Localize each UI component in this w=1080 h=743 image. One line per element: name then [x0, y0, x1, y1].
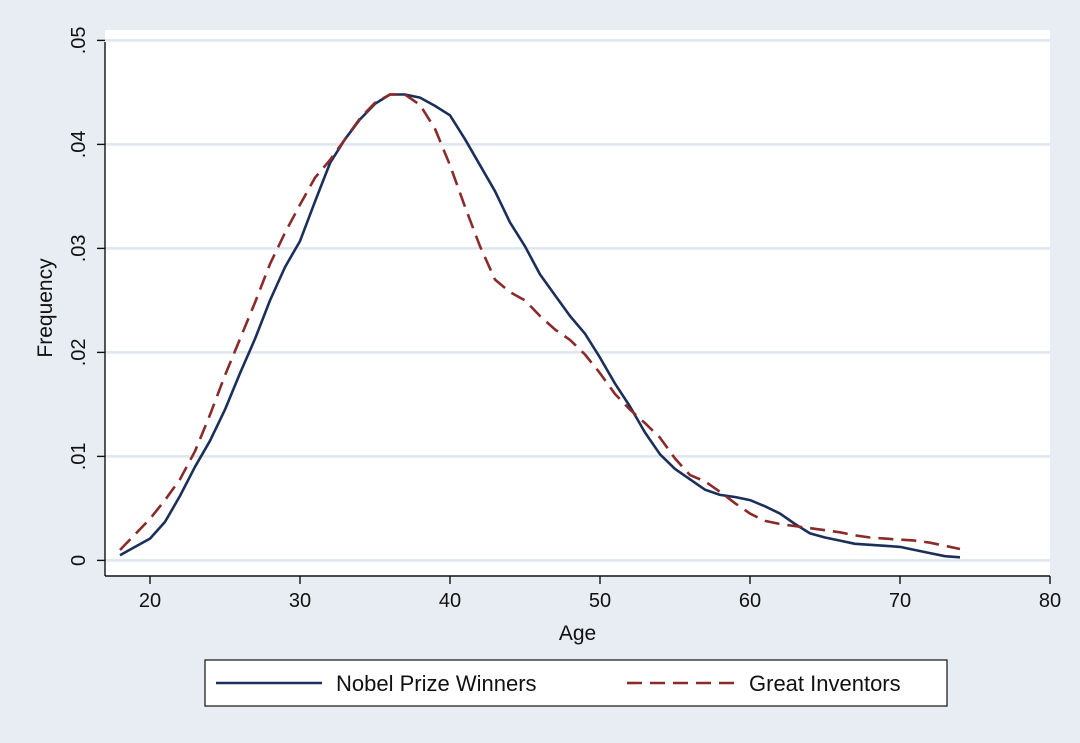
x-tick-label: 60 — [739, 590, 761, 612]
x-tick-label: 80 — [1039, 590, 1061, 612]
x-tick-label: 30 — [289, 590, 311, 612]
series-lines — [119, 93, 961, 559]
x-tick-label: 20 — [139, 590, 161, 612]
x-axis-title: Age — [559, 622, 596, 645]
y-tick-label: .02 — [68, 338, 90, 366]
series-line-1 — [119, 93, 961, 551]
legend-label-1: Great Inventors — [749, 671, 901, 696]
axes: 0 .01 .02 .03 .04 .05 20 30 40 50 60 70 80 — [68, 26, 1061, 612]
gridlines — [105, 39, 1050, 562]
y-tick-label: .05 — [68, 26, 90, 54]
legend-box — [204, 659, 948, 707]
y-tick-label: .01 — [68, 442, 90, 470]
y-axis-title: Frequency — [34, 258, 57, 358]
x-tick-label: 40 — [439, 590, 461, 612]
x-tick-label: 70 — [889, 590, 911, 612]
legend-label-0: Nobel Prize Winners — [336, 671, 537, 696]
y-tick-label: .04 — [68, 130, 90, 158]
y-tick-label: .03 — [68, 234, 90, 262]
plot-area — [105, 30, 1050, 576]
x-tick-label: 50 — [589, 590, 611, 612]
y-tick-label: 0 — [68, 555, 90, 566]
legend: Nobel Prize Winners Great Inventors — [204, 659, 948, 707]
series-line-0 — [119, 93, 961, 559]
